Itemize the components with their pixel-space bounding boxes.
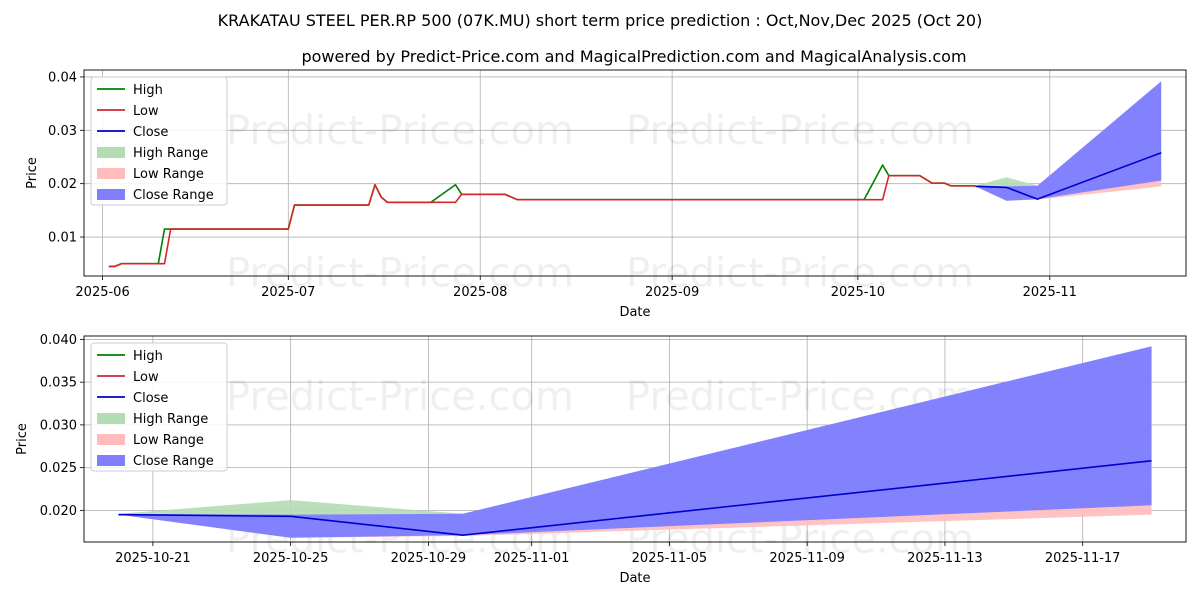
legend-label: High — [133, 83, 163, 98]
legend-label: Low — [133, 370, 159, 385]
legend-label: High Range — [133, 412, 208, 427]
x-tick-label: 2025-07 — [261, 285, 315, 300]
legend-label: Close Range — [133, 454, 214, 469]
close-line — [118, 460, 1152, 536]
x-tick-label: 2025-09 — [645, 285, 699, 300]
x-tick-label: 2025-10-21 — [115, 551, 191, 566]
plot-area — [108, 81, 1162, 268]
y-tick-label: 0.020 — [40, 504, 77, 519]
axes-frame — [83, 69, 1187, 277]
y-axis-label: Price — [25, 157, 40, 189]
x-tick-label: 2025-11 — [1023, 285, 1077, 300]
x-tick-label: 2025-11-01 — [494, 551, 570, 566]
close-range-band — [118, 346, 1152, 538]
legend: High Low Close High Range Low Range Close Ran… — [90, 76, 228, 206]
legend-label: Close Range — [133, 188, 214, 203]
chart-subtitle: powered by Predict-Price.com and Magical… — [301, 47, 966, 66]
legend: High Low Close High Range Low Range Close Ran… — [90, 342, 228, 472]
y-tick-label: 0.025 — [40, 461, 77, 476]
legend-label: Low Range — [133, 433, 204, 448]
legend-swatch — [97, 168, 125, 179]
panel-top: 2025-06 2025-07 2025-08 2025-09 2025-10 2025-… — [25, 69, 1187, 320]
x-axis-label: Date — [619, 305, 650, 320]
x-axis-label: Date — [619, 571, 650, 586]
chart-title: KRAKATAU STEEL PER.RP 500 (07K.MU) short… — [218, 11, 983, 30]
watermark-text: Predict-Price.com — [226, 250, 574, 296]
legend-label: Close — [133, 125, 168, 140]
legend-swatch — [97, 455, 125, 466]
watermark-text: Predict-Price.com — [226, 108, 574, 154]
x-tick-label: 2025-11-13 — [907, 551, 983, 566]
plot-area — [118, 346, 1152, 538]
legend-swatch — [97, 189, 125, 200]
y-tick-label: 0.03 — [48, 124, 77, 139]
legend-swatch — [97, 147, 125, 158]
x-tick-label: 2025-11-17 — [1045, 551, 1121, 566]
legend-label: High — [133, 349, 163, 364]
y-tick-label: 0.040 — [40, 333, 77, 348]
high-range-band — [118, 500, 1152, 517]
x-tick-label: 2025-10-25 — [253, 551, 329, 566]
legend-label: Low — [133, 104, 159, 119]
watermark-text: Predict-Price.com — [226, 374, 574, 420]
x-tick-label: 2025-06 — [75, 285, 129, 300]
y-tick-label: 0.030 — [40, 418, 77, 433]
watermark-text: Predict-Price.com — [626, 250, 974, 296]
x-tick-label: 2025-08 — [453, 285, 507, 300]
x-tick-label: 2025-11-05 — [632, 551, 708, 566]
x-tick-label: 2025-11-09 — [769, 551, 845, 566]
legend-label: Low Range — [133, 167, 204, 182]
x-tick-label: 2025-10 — [831, 285, 885, 300]
y-tick-label: 0.035 — [40, 376, 77, 391]
y-tick-label: 0.02 — [48, 177, 77, 192]
x-tick-label: 2025-10-29 — [391, 551, 467, 566]
legend-label: Close — [133, 391, 168, 406]
axes-frame — [83, 335, 1187, 543]
panel-bottom: 2025-10-21 2025-10-25 2025-10-29 2025-11-01… — [15, 333, 1187, 586]
y-tick-label: 0.01 — [48, 231, 77, 246]
y-axis-label: Price — [15, 423, 30, 455]
watermark-text: Predict-Price.com — [626, 108, 974, 154]
low-line — [108, 174, 976, 268]
close-line — [975, 151, 1162, 200]
high-range-band — [975, 177, 1162, 188]
legend-swatch — [97, 434, 125, 445]
legend-swatch — [97, 413, 125, 424]
y-tick-label: 0.04 — [48, 70, 77, 85]
legend-label: High Range — [133, 146, 208, 161]
